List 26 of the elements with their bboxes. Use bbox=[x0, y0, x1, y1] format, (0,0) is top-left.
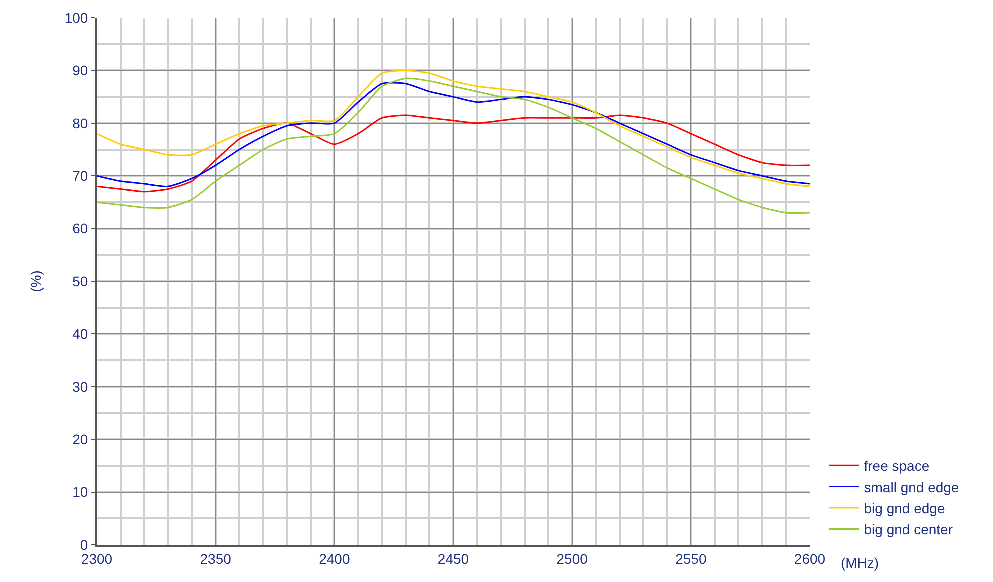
y-tick-label: 0 bbox=[80, 536, 88, 553]
x-tick-label: 2550 bbox=[676, 550, 707, 567]
line-series bbox=[97, 78, 810, 214]
x-tick-label: 2450 bbox=[438, 550, 470, 567]
legend-label: small gnd edge bbox=[864, 479, 960, 496]
x-tick-label: 2400 bbox=[319, 550, 350, 567]
y-tick-label: 20 bbox=[72, 432, 88, 448]
legend-label: big gnd center bbox=[864, 522, 954, 538]
y-tick-label: 60 bbox=[72, 220, 88, 237]
legend-label: big gnd edge bbox=[864, 500, 946, 516]
y-tick-label: 80 bbox=[72, 115, 88, 132]
x-tick-label: 2600 bbox=[794, 550, 826, 567]
y-tick-label: 70 bbox=[72, 168, 88, 184]
y-tick-label: 30 bbox=[72, 378, 88, 395]
y-tick-label: 90 bbox=[72, 62, 88, 79]
legend-label: free space bbox=[864, 458, 930, 474]
y-tick-label: 40 bbox=[72, 326, 88, 342]
x-tick-label: 2500 bbox=[556, 550, 588, 567]
y-tick-label: 50 bbox=[72, 273, 88, 290]
x-axis-title: (MHz) bbox=[841, 555, 880, 571]
y-tick-label: 100 bbox=[64, 10, 88, 26]
y-axis-title: (%) bbox=[28, 270, 44, 292]
x-tick-label: 2350 bbox=[200, 550, 232, 567]
x-tick-label: 2300 bbox=[81, 550, 113, 567]
y-tick-label: 10 bbox=[72, 484, 88, 500]
line-series bbox=[97, 114, 810, 193]
